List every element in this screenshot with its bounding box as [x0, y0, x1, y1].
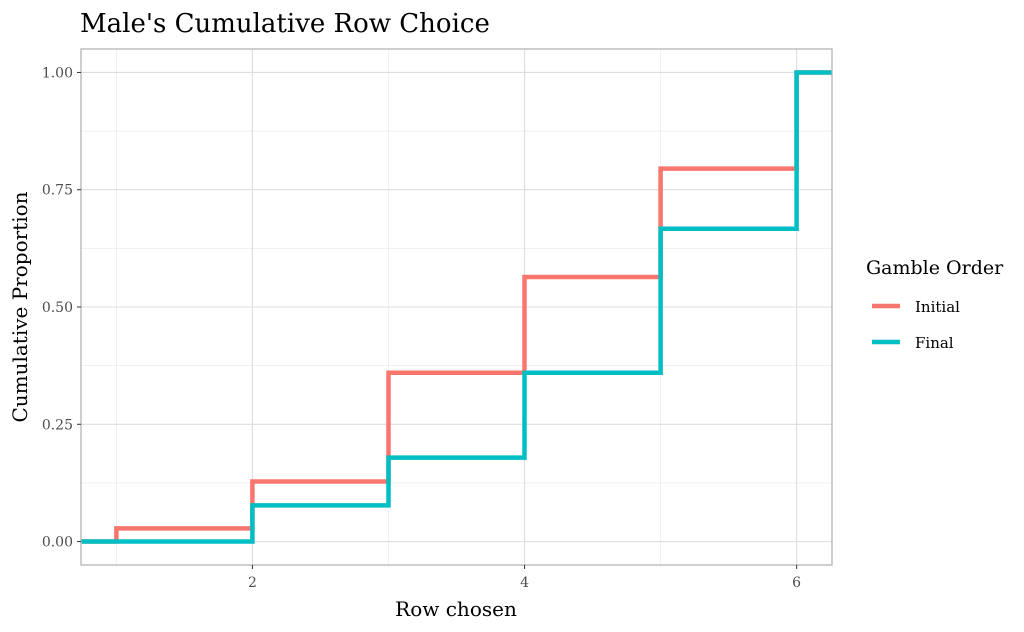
x-axis-title: Row chosen — [395, 597, 517, 621]
y-tick-label: 0.25 — [42, 417, 73, 433]
x-tick-label: 2 — [248, 575, 257, 591]
y-tick-label: 0.75 — [42, 183, 73, 199]
x-tick-label: 6 — [792, 575, 801, 591]
y-tick-label: 1.00 — [42, 65, 73, 81]
legend-label-initial: Initial — [915, 298, 960, 316]
y-tick-label: 0.50 — [42, 300, 73, 316]
x-tick-label: 4 — [520, 575, 529, 591]
legend: Gamble Order Initial Final — [866, 257, 1004, 352]
y-tick-label: 0.00 — [42, 535, 73, 551]
chart-title: Male's Cumulative Row Choice — [80, 9, 490, 39]
series-line-final — [81, 70, 832, 544]
grid-lines — [81, 49, 832, 565]
legend-title: Gamble Order — [866, 257, 1004, 279]
y-axis-title: Cumulative Proportion — [8, 191, 32, 422]
series-lines — [81, 70, 832, 544]
legend-label-final: Final — [915, 334, 954, 352]
series-line-initial — [81, 70, 832, 544]
tick-labels: 2 4 6 0.00 0.25 0.50 0.75 1.00 — [42, 65, 801, 591]
